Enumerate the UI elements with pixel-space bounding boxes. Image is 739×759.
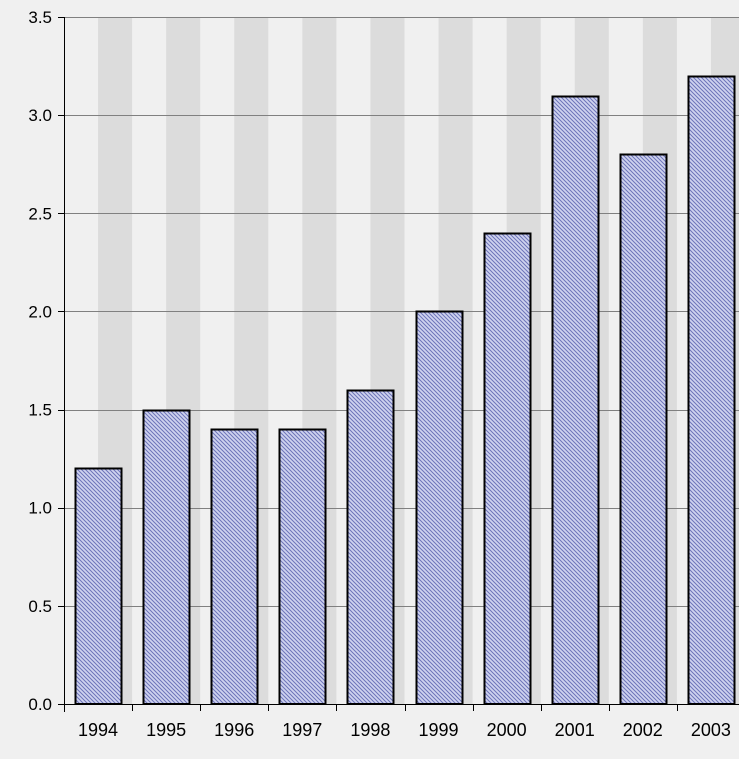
y-tick-label: 2.5 <box>28 204 52 223</box>
bar-1996 <box>210 428 259 705</box>
y-tick-label: 2.0 <box>28 302 52 321</box>
tick-labels: 0.0 0.5 1.0 1.5 2.0 2.5 3.0 3.5 1994 1995 1996 1997… <box>28 8 731 740</box>
bar-2000 <box>483 232 532 705</box>
bar-1995 <box>142 409 191 705</box>
y-tick-label: 1.5 <box>28 401 52 420</box>
axes <box>58 17 739 712</box>
x-tick-label: 1995 <box>146 720 186 740</box>
bar-2002 <box>619 153 668 705</box>
x-tick-label: 2003 <box>691 720 731 740</box>
y-tick-label: 0.0 <box>28 695 52 714</box>
x-tick-label: 1999 <box>418 720 458 740</box>
x-tick-label: 2002 <box>623 720 663 740</box>
y-tick-label: 1.0 <box>28 499 52 518</box>
x-tick-label: 1994 <box>78 720 118 740</box>
x-tick-label: 2001 <box>555 720 595 740</box>
x-tick-label: 1997 <box>282 720 322 740</box>
bar-2003 <box>687 75 736 705</box>
x-tick-label: 1998 <box>350 720 390 740</box>
x-tick-label: 2000 <box>487 720 527 740</box>
y-tick-label: 3.5 <box>28 8 52 27</box>
bars <box>74 75 736 705</box>
bar-2001 <box>551 95 600 705</box>
bar-1999 <box>415 310 464 705</box>
y-tick-label: 0.5 <box>28 597 52 616</box>
bar-1997 <box>278 428 327 705</box>
bar-1998 <box>346 389 395 705</box>
y-tick-label: 3.0 <box>28 106 52 125</box>
bar-1994 <box>74 467 123 705</box>
x-tick-label: 1996 <box>214 720 254 740</box>
